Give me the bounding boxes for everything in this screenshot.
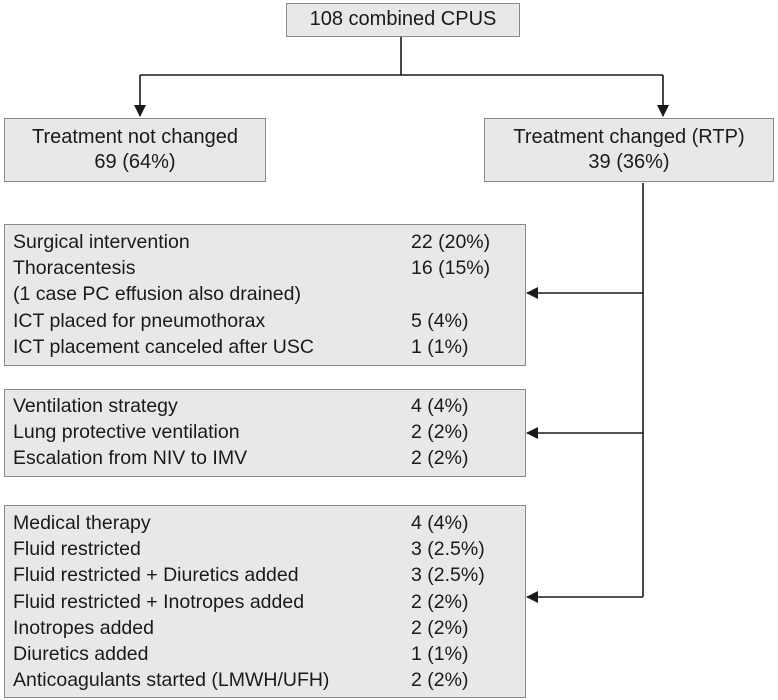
list-item: Lung protective ventilation 2 (2%) [5,419,525,445]
list-item: Fluid restricted + Inotropes added 2 (2%… [5,589,525,615]
list-item: Thoracentesis 16 (15%) [5,255,525,281]
item-value: 22 (20%) [411,231,491,253]
list-item: Anticoagulants started (LMWH/UFH) 2 (2%) [5,667,525,693]
list-item: Diuretics added 1 (1%) [5,641,525,667]
item-label: Surgical intervention [13,231,190,253]
item-value: 16 (15%) [411,257,491,279]
procedures-box: Surgical intervention 22 (20%) Thoracent… [4,224,526,366]
item-value: 2 (2%) [411,421,469,443]
item-label: ICT placement canceled after USC [13,336,314,358]
item-value: 2 (2%) [411,591,469,613]
item-label: (1 case PC effusion also drained) [13,283,301,305]
list-item: Inotropes added 2 (2%) [5,615,525,641]
list-item: Fluid restricted + Diuretics added 3 (2.… [5,562,525,588]
list-item: Ventilation strategy 4 (4%) [5,393,525,419]
list-item: Escalation from NIV to IMV 2 (2%) [5,445,525,471]
treatment-changed-box: Treatment changed (RTP) 39 (36%) [484,118,774,182]
item-label: Diuretics added [13,643,149,665]
item-label: Inotropes added [13,617,154,639]
item-value: 3 (2.5%) [411,564,485,586]
item-value: 2 (2%) [411,617,469,639]
list-item: (1 case PC effusion also drained) [5,281,525,307]
changed-value: 39 (36%) [588,151,670,173]
list-item: Medical therapy 4 (4%) [5,510,525,536]
item-label: Lung protective ventilation [13,421,240,443]
not-changed-title: Treatment not changed [31,126,239,148]
item-label: Fluid restricted [13,538,141,560]
item-label: Ventilation strategy [13,395,178,417]
item-value: 3 (2.5%) [411,538,485,560]
item-value: 4 (4%) [411,512,469,534]
item-label: Fluid restricted + Inotropes added [13,591,305,613]
not-changed-value: 69 (64%) [94,151,176,173]
item-label: Escalation from NIV to IMV [13,447,248,469]
list-item: Fluid restricted 3 (2.5%) [5,536,525,562]
root-label: 108 combined CPUS [309,8,497,30]
item-label: Thoracentesis [13,257,136,279]
item-label: ICT placed for pneumothorax [13,310,266,332]
list-item: ICT placement canceled after USC 1 (1%) [5,334,525,360]
item-value: 1 (1%) [411,336,469,358]
root-box: 108 combined CPUS [286,3,520,37]
list-item: Surgical intervention 22 (20%) [5,229,525,255]
list-item: ICT placed for pneumothorax 5 (4%) [5,308,525,334]
item-value: 5 (4%) [411,310,469,332]
item-label: Anticoagulants started (LMWH/UFH) [13,669,330,691]
changed-title: Treatment changed (RTP) [513,126,745,148]
item-label: Medical therapy [13,512,151,534]
item-label: Fluid restricted + Diuretics added [13,564,299,586]
item-value: 1 (1%) [411,643,469,665]
item-value: 2 (2%) [411,669,469,691]
medical-therapy-box: Medical therapy 4 (4%) Fluid restricted … [4,505,526,698]
treatment-not-changed-box: Treatment not changed 69 (64%) [4,118,266,182]
item-value: 4 (4%) [411,395,469,417]
ventilation-box: Ventilation strategy 4 (4%) Lung protect… [4,389,526,477]
item-value: 2 (2%) [411,447,469,469]
